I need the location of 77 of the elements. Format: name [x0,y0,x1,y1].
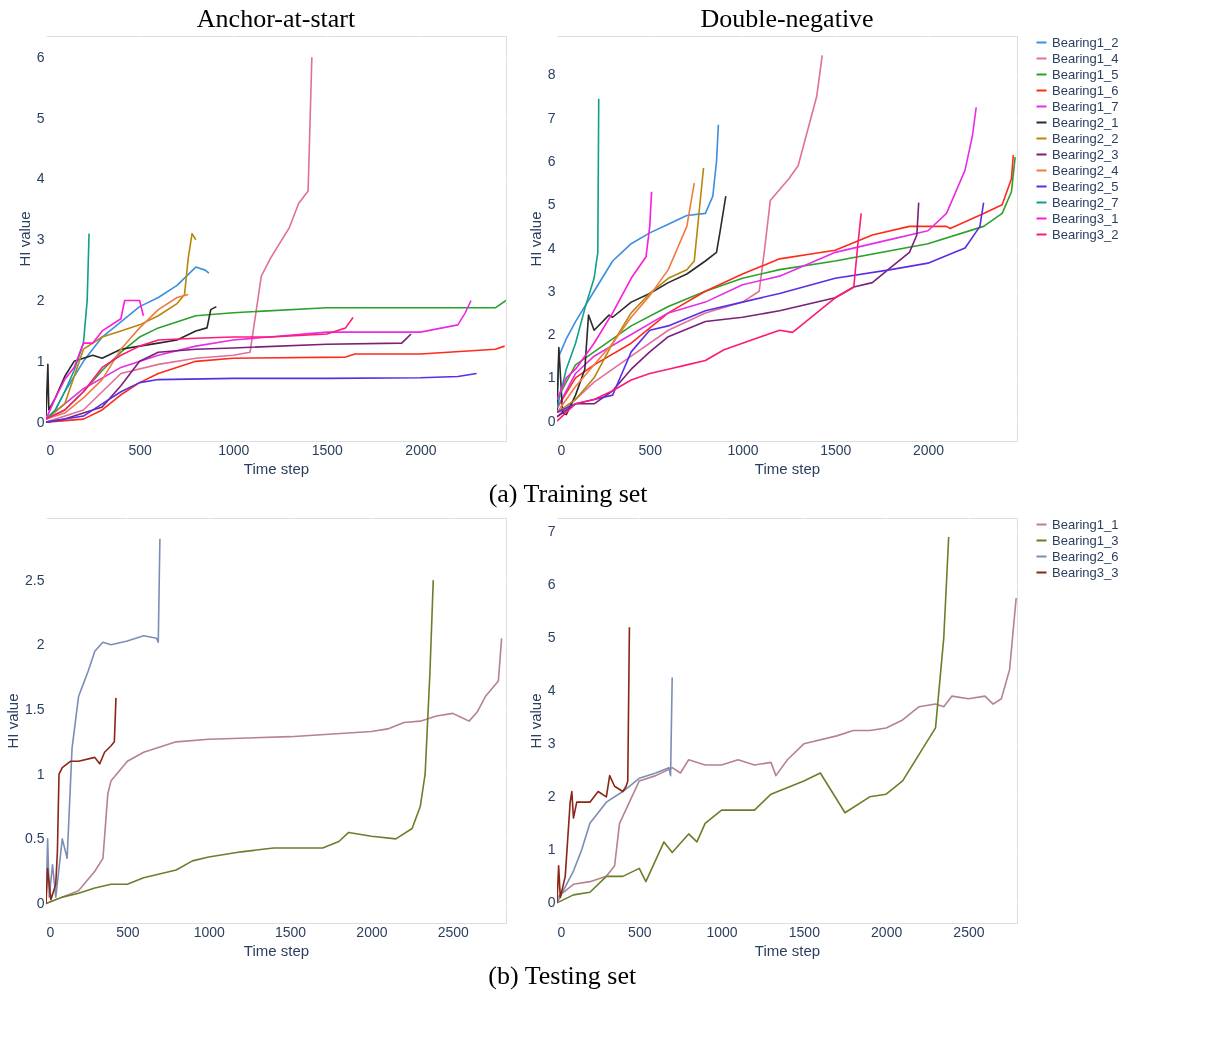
y-tick-label: 5 [547,629,556,646]
legend-label: Bearing2_6 [1052,548,1119,564]
y-tick-label: 1.5 [25,701,45,717]
x-tick-label: 1500 [820,441,852,458]
legend-label: Bearing2_3 [1052,146,1119,162]
y-tick-label: 3 [547,282,556,299]
x-tick-label: 1000 [218,441,250,458]
legend-label: Bearing1_2 [1052,34,1119,50]
legend-label: Bearing1_4 [1052,50,1119,66]
y-tick-label: 2 [547,788,556,805]
y-tick-label: 4 [36,170,45,187]
x-tick-label: 2000 [871,923,903,940]
y-tick-label: 1 [547,369,556,386]
y-tick-label: 2.5 [25,571,45,588]
y-tick-label: 6 [547,576,556,593]
legend-label: Bearing3_1 [1052,210,1119,226]
x-tick-label: 1000 [193,923,225,940]
legend-label: Bearing2_7 [1052,194,1119,210]
y-axis-title: HI value [4,693,22,749]
y-tick-label: 0.5 [25,830,45,847]
legend-label: Bearing1_6 [1052,82,1119,98]
y-tick-label: 8 [547,66,556,83]
x-tick-label: 2000 [356,923,388,940]
x-axis-title: Time step [754,459,821,477]
y-tick-label: 7 [547,523,556,540]
x-tick-label: 2500 [953,923,985,940]
y-tick-label: 3 [36,231,45,248]
x-tick-label: 1500 [311,441,344,458]
legend-label: Bearing1_7 [1052,98,1119,114]
y-tick-label: 1 [36,352,45,369]
chart-title: Double-negative [700,4,874,33]
y-tick-label: 0 [547,894,556,911]
text: (a) Training set [488,478,649,508]
legend-label: Bearing2_5 [1052,178,1119,194]
x-axis-title: Time step [243,941,310,959]
x-tick-label: 500 [638,441,663,458]
chart-title: Anchor-at-start [196,4,356,33]
y-tick-label: 1 [547,841,556,858]
y-tick-label: 2 [547,326,556,343]
y-tick-label: 6 [547,152,556,169]
y-tick-label: 7 [547,109,556,126]
legend-label: Bearing3_3 [1052,564,1119,580]
legend-label: Bearing3_2 [1052,226,1119,242]
legend-label: Bearing1_1 [1052,516,1119,532]
y-tick-label: 3 [547,735,556,752]
y-axis-title: HI value [15,211,33,267]
x-tick-label: 500 [628,923,652,940]
y-tick-label: 2 [36,636,45,653]
x-tick-label: 1500 [788,923,821,940]
x-tick-label: 1000 [727,441,759,458]
legend-label: Bearing2_2 [1052,130,1119,146]
y-tick-label: 4 [547,239,556,256]
x-axis-title: Time step [243,459,310,477]
y-axis-title: HI value [526,693,544,749]
y-tick-label: 6 [36,48,45,65]
y-tick-label: 2 [36,292,45,309]
x-tick-label: 500 [128,441,152,458]
y-axis-title: HI value [526,211,544,267]
y-tick-label: 4 [547,682,556,699]
legend-label: Bearing2_1 [1052,114,1119,130]
legend-label: Bearing1_3 [1052,532,1119,548]
legend-label: Bearing1_5 [1052,66,1119,82]
x-axis-title: Time step [754,941,821,959]
x-tick-label: 500 [116,923,140,940]
y-tick-label: 0 [547,412,556,429]
y-tick-label: 5 [36,109,45,126]
text: (b) Testing set [488,960,637,990]
x-tick-label: 2000 [912,441,945,458]
y-tick-label: 5 [547,196,556,213]
y-tick-label: 0 [36,895,45,912]
legend-label: Bearing2_4 [1052,162,1119,178]
y-tick-label: 0 [36,413,45,430]
x-tick-label: 2000 [405,441,437,458]
x-tick-label: 1500 [275,923,307,940]
y-tick-label: 1 [36,765,45,782]
x-tick-label: 2500 [437,923,470,940]
x-tick-label: 1000 [706,923,738,940]
